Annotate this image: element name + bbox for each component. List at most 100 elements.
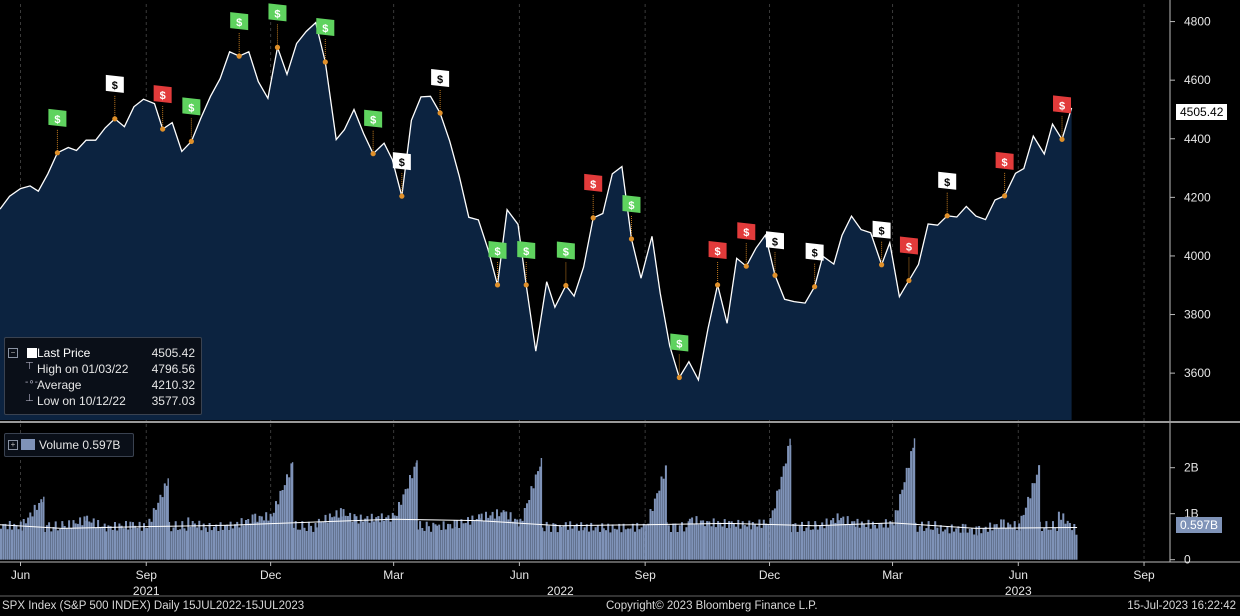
volume-bar (914, 522, 917, 560)
volume-bar (596, 525, 599, 560)
collapse-icon[interactable]: − (8, 348, 18, 358)
volume-bar (842, 516, 845, 560)
volume-bar (395, 515, 398, 560)
volume-spike (167, 478, 169, 560)
volume-bar (38, 503, 41, 560)
event-dot (714, 282, 721, 288)
volume-bar (79, 517, 82, 560)
x-tick-label: Dec (260, 568, 281, 582)
volume-bar (912, 447, 915, 560)
volume-bar (1054, 527, 1057, 560)
volume-bar (101, 526, 104, 560)
event-flag-icon (392, 152, 411, 171)
volume-bar (758, 519, 761, 560)
volume-bar (991, 530, 994, 560)
volume-bar (413, 466, 416, 560)
volume-bar (629, 528, 632, 560)
volume-bar (200, 530, 203, 560)
volume-bar (8, 521, 11, 560)
volume-bar (743, 525, 746, 560)
volume-bar (816, 529, 819, 560)
volume-bar (848, 524, 851, 560)
volume-bar (247, 519, 250, 560)
volume-bar (624, 529, 627, 560)
volume-bar (290, 463, 293, 560)
volume-bar (263, 520, 265, 560)
volume-bar (320, 521, 323, 560)
volume-bar (349, 512, 352, 560)
volume-bar (4, 523, 7, 560)
event-flag-icon (765, 231, 784, 250)
volume-bar (380, 513, 383, 560)
volume-bar (830, 520, 832, 560)
volume-bar (787, 445, 790, 560)
event-flag-icon (230, 12, 249, 31)
volume-bar (602, 528, 605, 560)
volume-bar (238, 527, 241, 560)
volume-bar (798, 525, 801, 560)
volume-bar (20, 530, 23, 560)
legend-value: 4210.32 (151, 378, 195, 392)
volume-bar (24, 523, 27, 560)
volume-bar (440, 530, 443, 560)
volume-bar (224, 525, 226, 560)
volume-bar (776, 490, 779, 560)
collapse-icon[interactable]: + (8, 440, 18, 450)
volume-bar (516, 519, 519, 560)
volume-bar (462, 523, 465, 560)
volume-bar (509, 512, 512, 560)
volume-bar (353, 514, 356, 560)
volume-bar (505, 511, 508, 560)
volume-bar (725, 528, 728, 560)
volume-bar (491, 511, 494, 560)
volume-bar (120, 525, 123, 560)
event-flag: $ (995, 151, 1014, 199)
legend-label: Last Price (37, 346, 91, 360)
volume-bar (219, 522, 222, 560)
event-dot (676, 374, 682, 381)
volume-bar (449, 524, 452, 560)
volume-bar (590, 522, 593, 560)
volume-bar (526, 503, 528, 560)
event-dot (399, 193, 405, 199)
volume-bar (48, 522, 51, 560)
event-flag: $ (431, 68, 450, 116)
event-flag-icon (584, 173, 603, 192)
event-flag: $ (556, 241, 575, 289)
volume-bar (851, 521, 854, 560)
volume-bar (333, 516, 336, 560)
volume-bar (86, 515, 89, 560)
volume-bar (836, 513, 839, 560)
volume-bar (183, 528, 186, 560)
volume-spike (1038, 465, 1040, 560)
event-flag: $ (230, 12, 249, 59)
volume-bar (585, 524, 588, 560)
volume-bar (496, 509, 498, 560)
event-dot (812, 284, 818, 290)
volume-bar (385, 517, 388, 560)
volume-bar (61, 524, 64, 560)
volume-bar (324, 514, 327, 560)
volume-bar (942, 531, 944, 560)
last-price-badge: 4505.42 (1176, 104, 1228, 120)
volume-bar (404, 489, 407, 560)
volume-bar (166, 485, 168, 560)
volume-bars (0, 438, 1078, 560)
volume-bar (1020, 515, 1023, 560)
event-flag: $ (670, 333, 689, 381)
volume-bar (148, 518, 151, 560)
volume-bar (784, 463, 787, 560)
volume-bar (932, 529, 934, 560)
volume-bar (283, 485, 286, 560)
volume-bar (685, 527, 688, 560)
volume-bar (514, 518, 516, 560)
footer-timestamp: 15-Jul-2023 16:22:42 (1127, 600, 1236, 612)
volume-bar (997, 528, 1000, 560)
x-tick-label: Sep (634, 568, 656, 582)
volume-bar (613, 528, 616, 560)
event-dot (628, 236, 635, 242)
volume-bar (840, 517, 843, 560)
volume-bar (189, 526, 192, 560)
volume-bar (723, 519, 726, 560)
